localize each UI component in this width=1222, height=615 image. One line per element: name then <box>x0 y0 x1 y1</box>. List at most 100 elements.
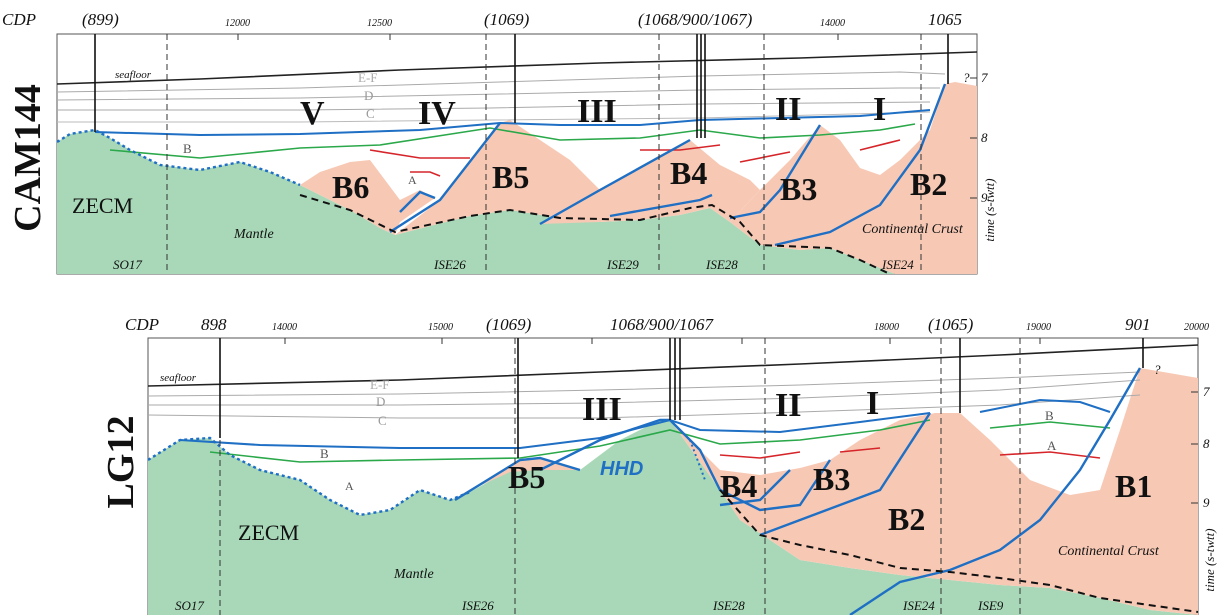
bottom-block-b1: B1 <box>1115 468 1152 504</box>
bottom-crossing-ise24: ISE24 <box>902 598 935 613</box>
top-block-b5-area <box>395 120 600 235</box>
top-red-horizon-1 <box>369 149 470 159</box>
bottom-block-b4: B4 <box>720 468 757 504</box>
top-cdp-tick-label-14000: 14000 <box>820 18 845 29</box>
top-block-b5: B5 <box>492 159 529 195</box>
top-block-b2: B2 <box>910 166 947 202</box>
top-domain-iii: III <box>577 93 617 130</box>
bottom-crossing-ise26: ISE26 <box>461 598 494 613</box>
top-red-horizon-3 <box>739 151 791 163</box>
top-block-b3: B3 <box>780 171 817 207</box>
bottom-question-mark: ? <box>1154 362 1161 377</box>
top-reflector-ef <box>56 71 946 93</box>
bottom-layer-a: A <box>345 479 354 493</box>
bottom-domain-iii: III <box>582 391 622 428</box>
top-domain-i: I <box>873 91 886 128</box>
bottom-time-tick-label-8: 8 <box>1203 436 1210 451</box>
bottom-red-horizon-3 <box>999 451 1101 459</box>
top-layer-c: C <box>366 106 375 121</box>
top-mantle-label: Mantle <box>233 227 274 242</box>
top-block-b3-area <box>730 82 977 274</box>
top-fault-1 <box>389 122 501 234</box>
bottom-hhd-label: HHD <box>600 458 643 480</box>
bottom-layer-ef: E-F <box>370 377 390 392</box>
bottom-green-horizon <box>209 419 931 463</box>
top-crossing-so17: SO17 <box>113 257 142 272</box>
bottom-layer-b-right: B <box>1045 408 1054 423</box>
bottom-red-horizon-2 <box>839 447 881 453</box>
bottom-cdp-tick-label-20000: 20000 <box>1184 322 1209 333</box>
top-block-b4-area <box>540 140 760 224</box>
bottom-well-label-1069: (1069) <box>486 315 532 334</box>
bottom-fault-b4 <box>669 419 831 512</box>
top-profile-name: CAM144 <box>7 84 49 232</box>
top-crossing-ise29: ISE29 <box>606 257 639 272</box>
bottom-well-label-898: 898 <box>201 315 227 334</box>
top-domain-ii: II <box>775 91 801 128</box>
bottom-seafloor-label: seafloor <box>160 372 197 384</box>
bottom-cdp-label: CDP <box>125 315 159 334</box>
top-panel: CAM144 CDP (899) (1069) (1068/900/1067) … <box>2 10 997 275</box>
top-reflector-d <box>56 87 940 101</box>
bottom-panel: LG12 CDP 898 (1069) 1068/900/1067 (1065)… <box>100 315 1217 615</box>
top-domain-v: V <box>300 95 325 132</box>
bottom-domain-i: I <box>866 385 879 422</box>
top-basement-dotted <box>56 128 301 187</box>
top-red-horizon-5 <box>410 171 441 177</box>
bottom-crossing-so17: SO17 <box>175 598 204 613</box>
top-fault-5 <box>729 124 822 220</box>
top-zecm-label: ZECM <box>72 193 133 218</box>
bottom-block-b5: B5 <box>508 459 545 495</box>
top-red-horizon-2 <box>640 144 721 151</box>
bottom-layer-a-right: A <box>1047 438 1057 453</box>
bottom-green-horizon-right <box>989 421 1111 429</box>
top-block-b6-area <box>300 160 435 235</box>
top-reflector-c1 <box>57 101 931 111</box>
bottom-crust-label: Continental Crust <box>1058 544 1160 559</box>
bottom-fault-b1 <box>849 367 1142 615</box>
top-cdp-label: CDP <box>2 10 36 29</box>
bottom-fault-b2 <box>759 412 932 537</box>
bottom-well-label-1065: (1065) <box>928 315 974 334</box>
top-time-tick-label-8: 8 <box>981 130 988 145</box>
bottom-reflector-ef <box>147 371 1141 397</box>
bottom-crossing-ise9: ISE9 <box>977 598 1004 613</box>
bottom-mantle-area <box>148 420 1198 615</box>
top-layer-d: D <box>364 88 373 103</box>
top-well-label-1068: (1068/900/1067) <box>638 10 753 29</box>
bottom-red-horizon-1 <box>719 451 801 459</box>
bottom-layer-b: B <box>320 446 329 461</box>
bottom-fault-dotted <box>689 439 706 481</box>
top-fault-6 <box>774 83 947 247</box>
top-layer-ef: E-F <box>358 70 378 85</box>
bottom-zecm-label: ZECM <box>238 520 299 545</box>
top-question-mark: ? <box>963 70 970 85</box>
bottom-block-b3: B3 <box>813 461 850 497</box>
top-time-axis-label: time (s-twtt) <box>982 178 997 241</box>
top-block-b6: B6 <box>332 169 369 205</box>
bottom-blue-horizon-right <box>979 398 1111 413</box>
bottom-cdp-tick-label-18000: 18000 <box>874 322 899 333</box>
bottom-well-label-901: 901 <box>1125 315 1151 334</box>
top-moho-dashed <box>299 194 891 275</box>
top-fault-4 <box>609 193 713 218</box>
bottom-seafloor-line <box>147 344 1199 387</box>
top-seafloor-line <box>56 51 978 85</box>
bottom-cdp-tick-label-14000: 14000 <box>272 322 297 333</box>
top-crossing-ise24: ISE24 <box>881 257 914 272</box>
top-cdp-tick-label-12000: 12000 <box>225 18 250 29</box>
bottom-layer-d: D <box>376 394 385 409</box>
bottom-fault-b4b <box>719 469 791 507</box>
bottom-block-b4-area <box>670 368 1198 615</box>
bottom-cdp-tick-label-15000: 15000 <box>428 322 453 333</box>
bottom-domain-ii: II <box>775 387 801 424</box>
bottom-fault-hhd <box>539 418 670 472</box>
bottom-time-axis-label: time (s-twtt) <box>1202 528 1217 591</box>
top-domain-iv: IV <box>418 95 456 132</box>
bottom-block-b5-area <box>462 458 580 494</box>
top-mantle-area <box>57 130 895 274</box>
top-crossing-ise26: ISE26 <box>433 257 466 272</box>
top-time-tick-label-7: 7 <box>981 70 988 85</box>
top-fault-3 <box>539 138 691 226</box>
